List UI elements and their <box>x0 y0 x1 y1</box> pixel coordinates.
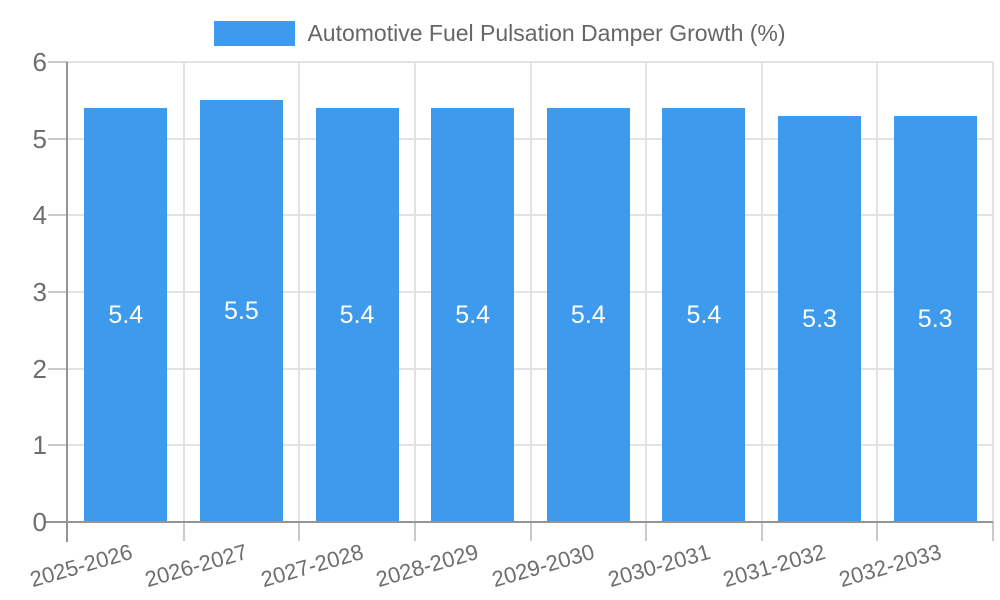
gridline-vertical <box>876 62 879 522</box>
x-axis-label: 2028-2029 <box>373 539 482 593</box>
y-axis-tick <box>48 137 68 140</box>
legend-label: Automotive Fuel Pulsation Damper Growth … <box>307 20 786 46</box>
y-axis-tick <box>48 291 68 293</box>
x-axis-label: 2030-2031 <box>604 539 713 593</box>
y-axis-tick <box>48 444 68 447</box>
y-axis-tick <box>48 367 68 370</box>
bar <box>84 108 168 522</box>
x-axis-label: 2026-2027 <box>142 539 251 593</box>
gridline-vertical <box>992 62 994 522</box>
x-axis-label: 2025-2026 <box>26 539 135 593</box>
y-axis-label: 1 <box>32 430 47 461</box>
x-axis-line <box>46 521 993 523</box>
y-axis-label: 2 <box>32 353 47 384</box>
bar <box>662 108 746 522</box>
bar-value-label: 5.4 <box>108 301 144 329</box>
x-axis-tick <box>760 522 763 541</box>
y-axis-tick <box>48 61 68 63</box>
bar <box>199 100 283 522</box>
bar <box>778 115 862 522</box>
bar <box>893 115 977 522</box>
bar <box>431 108 515 522</box>
gridline-vertical <box>760 62 763 522</box>
bar-value-label: 5.3 <box>802 304 837 333</box>
gridline-vertical <box>529 62 532 522</box>
gridline-vertical <box>645 62 648 522</box>
legend-color-swatch[interactable] <box>214 20 296 46</box>
y-axis-label: 4 <box>32 200 47 231</box>
y-axis-line <box>66 62 68 542</box>
x-axis-tick <box>645 522 648 541</box>
x-axis-label: 2027-2028 <box>257 539 366 593</box>
bar-value-label: 5.4 <box>455 301 491 329</box>
bar-value-label: 5.3 <box>917 304 953 333</box>
y-axis-tick <box>48 214 68 217</box>
x-axis-tick <box>529 522 532 541</box>
x-axis-label: 2032-2033 <box>836 539 945 593</box>
chart-legend[interactable]: Automotive Fuel Pulsation Damper Growth … <box>0 20 1000 46</box>
bar-value-label: 5.5 <box>224 297 259 326</box>
x-axis-tick <box>182 522 185 541</box>
gridline-vertical <box>413 62 416 522</box>
x-axis-label: 2029-2030 <box>489 539 598 593</box>
y-axis-label: 3 <box>32 277 47 307</box>
x-axis-label: 2031-2032 <box>720 539 829 593</box>
x-axis-tick <box>876 522 879 541</box>
y-axis-label: 0 <box>32 507 47 537</box>
bar <box>315 108 399 522</box>
x-axis-tick <box>298 522 301 541</box>
x-axis-tick <box>413 522 416 541</box>
bar-value-label: 5.4 <box>686 301 722 329</box>
x-axis-tick <box>992 522 994 541</box>
bar-value-label: 5.4 <box>339 301 375 329</box>
gridline-vertical <box>182 62 185 522</box>
bar-value-label: 5.4 <box>570 301 606 329</box>
y-axis-label: 6 <box>32 47 47 77</box>
gridline-vertical <box>298 62 301 522</box>
y-axis-label: 5 <box>32 123 47 154</box>
bar <box>546 108 630 522</box>
